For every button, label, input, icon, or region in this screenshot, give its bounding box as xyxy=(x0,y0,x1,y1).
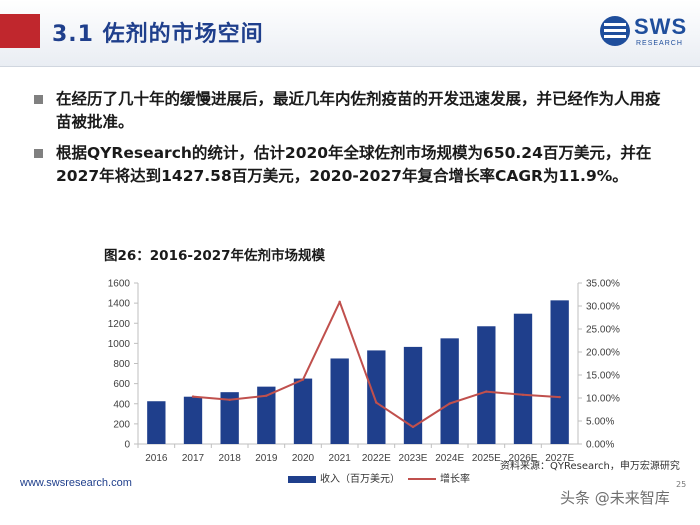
chart-title: 图26：2016-2027年佐剂市场规模 xyxy=(104,248,326,264)
y-left-tick-label: 0 xyxy=(124,440,130,451)
growth-point xyxy=(191,395,195,398)
source-note: 资料来源：QYResearch，申万宏源研究 xyxy=(500,461,680,472)
bullet-square-icon xyxy=(34,95,43,104)
x-tick-label: 2017 xyxy=(182,453,205,464)
x-tick-label: 2025E xyxy=(472,453,501,464)
y-right-tick-label: 30.00% xyxy=(586,302,620,313)
y-left-tick-label: 1600 xyxy=(108,279,131,290)
y-right-tick-label: 20.00% xyxy=(586,348,620,359)
y-left-tick-label: 200 xyxy=(113,419,130,430)
legend-item-growth: 增长率 xyxy=(408,470,470,485)
growth-point xyxy=(411,425,415,429)
x-tick-label: 2023E xyxy=(399,453,428,464)
bullet-item: 根据QYResearch的统计，估计2020年全球佐剂市场规模为650.24百万… xyxy=(34,142,674,188)
growth-point xyxy=(338,300,341,304)
watermark: 头条 @未来智库 xyxy=(560,489,670,507)
y-left-tick-label: 1200 xyxy=(108,319,131,330)
footer-url[interactable]: www.swsresearch.com xyxy=(20,477,132,489)
y-right-tick-label: 35.00% xyxy=(586,279,620,290)
x-tick-label: 2027E xyxy=(545,453,574,464)
bar-revenue xyxy=(293,378,313,444)
logo-subtext: RESEARCH xyxy=(636,40,683,47)
bar-revenue xyxy=(513,313,533,444)
bullet-item: 在经历了几十年的缓慢进展后，最近几年内佐剂疫苗的开发迅速发展，并已经作为人用疫苗… xyxy=(34,88,674,134)
x-tick-label: 2016 xyxy=(145,453,168,464)
y-right-tick-label: 15.00% xyxy=(586,371,620,382)
growth-point xyxy=(558,395,561,399)
bar-revenue xyxy=(220,392,239,444)
y-left-tick-label: 600 xyxy=(113,379,130,390)
bullet-list: 在经历了几十年的缓慢进展后，最近几年内佐剂疫苗的开发迅速发展，并已经作为人用疫苗… xyxy=(34,88,674,196)
bar-revenue xyxy=(257,386,276,444)
growth-point xyxy=(265,394,268,397)
bar-revenue xyxy=(440,338,459,444)
legend-item-revenue: 收入（百万美元） xyxy=(288,470,400,485)
page-number: 25 xyxy=(676,480,687,489)
x-tick-label: 2018 xyxy=(219,453,242,464)
y-left-tick-label: 1400 xyxy=(108,299,131,310)
legend-line-swatch xyxy=(408,478,436,480)
legend-label-growth: 增长率 xyxy=(440,474,470,485)
bar-revenue xyxy=(477,326,496,444)
bullet-square-icon xyxy=(34,149,43,158)
growth-point xyxy=(301,378,305,381)
bar-revenue xyxy=(367,350,386,444)
x-tick-label: 2020 xyxy=(292,453,315,464)
bar-revenue xyxy=(403,346,423,444)
x-tick-label: 2019 xyxy=(255,453,278,464)
sws-logo-icon xyxy=(600,16,630,46)
legend-bar-swatch xyxy=(288,475,316,483)
growth-point xyxy=(228,398,231,402)
x-tick-label: 2022E xyxy=(362,453,391,464)
bullet-text: 根据QYResearch的统计，估计2020年全球佐剂市场规模为650.24百万… xyxy=(56,144,652,185)
bar-revenue xyxy=(550,300,569,444)
bar-revenue xyxy=(330,358,349,444)
logo-text: SWS xyxy=(634,14,688,39)
x-tick-label: 2024E xyxy=(435,453,464,464)
bar-revenue xyxy=(147,401,166,444)
growth-point xyxy=(521,393,525,396)
y-right-tick-label: 25.00% xyxy=(586,325,620,336)
growth-point xyxy=(448,402,451,405)
x-tick-label: 2021 xyxy=(329,453,352,464)
legend-label-revenue: 收入（百万美元） xyxy=(320,474,400,485)
y-left-tick-label: 1000 xyxy=(108,339,131,350)
x-tick-label: 2026E xyxy=(509,453,538,464)
y-right-tick-label: 10.00% xyxy=(586,394,620,405)
growth-point xyxy=(485,390,488,393)
header: 3.1 佐剂的市场空间 SWS RESEARCH xyxy=(0,0,700,67)
page-title: 3.1 佐剂的市场空间 xyxy=(52,22,264,47)
bullet-text: 在经历了几十年的缓慢进展后，最近几年内佐剂疫苗的开发迅速发展，并已经作为人用疫苗… xyxy=(56,90,661,131)
y-left-tick-label: 800 xyxy=(113,359,130,370)
growth-point xyxy=(375,401,378,404)
y-right-tick-label: 5.00% xyxy=(586,417,614,428)
y-left-tick-label: 400 xyxy=(113,399,130,410)
y-right-tick-label: 0.00% xyxy=(586,440,614,451)
sws-logo: SWS RESEARCH xyxy=(600,14,692,54)
bar-revenue xyxy=(183,396,203,444)
header-accent-bar xyxy=(0,14,40,48)
